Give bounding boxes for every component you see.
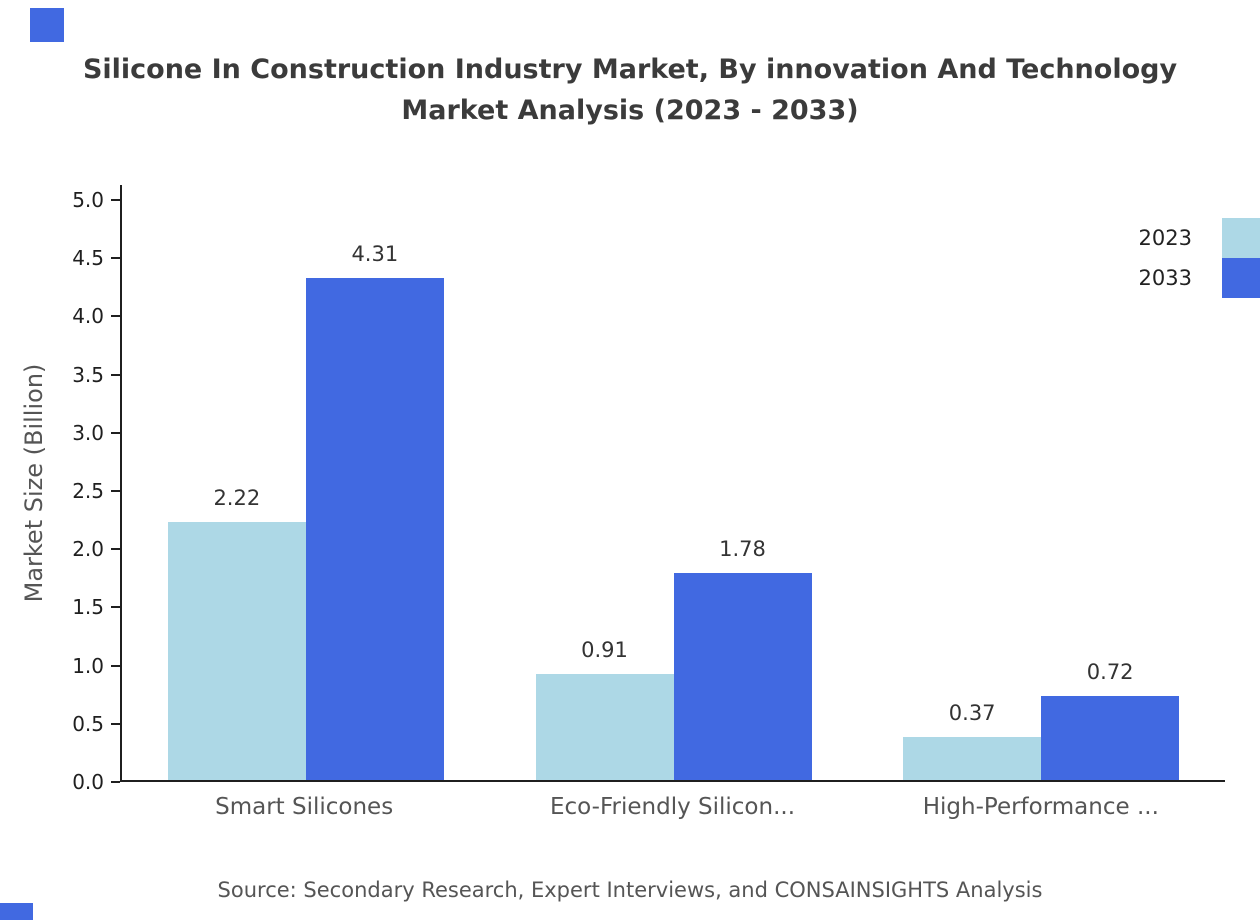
y-tick-label: 4.0	[72, 304, 104, 329]
y-tick-label: 0.0	[72, 770, 104, 794]
bar-group: 0.91 1.78	[490, 198, 858, 780]
chart-title: Silicone In Construction Industry Market…	[70, 50, 1190, 131]
y-tick-label: 0.5	[72, 711, 104, 736]
bar-2023: 0.91	[535, 638, 674, 780]
y-tick-label: 1.0	[72, 653, 104, 678]
decorative-corner-mark-top-left	[30, 8, 64, 42]
bar-2033: 1.78	[673, 537, 812, 780]
y-tick-label: 1.5	[72, 595, 104, 620]
legend-label: 2033	[1138, 266, 1192, 290]
bar-2033: 0.72	[1041, 660, 1180, 780]
y-tick-label: 2.5	[72, 479, 104, 503]
y-tick-mark	[111, 722, 120, 725]
x-category-label: High-Performance ...	[922, 794, 1159, 820]
y-tick-label: 2.0	[72, 537, 104, 562]
legend-item: 2023	[1139, 218, 1260, 258]
bar-value-label: 0.72	[1086, 660, 1134, 685]
x-category-label: Smart Silicones	[215, 794, 394, 820]
bar-value-label: 4.31	[351, 242, 399, 267]
y-tick-mark	[111, 373, 120, 376]
bar-2023: 2.22	[167, 486, 306, 780]
y-tick-mark	[111, 199, 120, 201]
x-axis-category-labels: Smart Silicones Eco-Friendly Silicon... Hi…	[120, 794, 1225, 820]
bar-2023: 0.37	[903, 701, 1042, 780]
bar-value-label: 0.91	[581, 638, 628, 663]
y-tick-mark	[111, 490, 120, 492]
y-tick-label: 3.0	[72, 420, 104, 445]
y-tick: 0.5	[72, 712, 120, 736]
y-tick-label: 5.0	[72, 188, 104, 212]
y-tick-mark	[111, 257, 120, 260]
y-tick-mark	[111, 781, 120, 783]
bar-group: 2.22 4.31	[122, 198, 490, 780]
decorative-corner-mark-bottom-left	[0, 903, 33, 920]
chart-title-line2: Market Analysis (2023 - 2033)	[401, 94, 859, 126]
y-tick: 2.5	[72, 479, 120, 503]
x-category-label: Eco-Friendly Silicon...	[549, 794, 795, 820]
y-tick-mark	[111, 664, 120, 667]
bar-2033: 4.31	[305, 242, 444, 780]
y-tick: 3.5	[72, 363, 120, 387]
legend-item: 2033	[1139, 258, 1260, 298]
bar-value-label: 2.22	[213, 485, 261, 510]
legend-swatch	[1222, 258, 1260, 298]
y-tick-mark	[111, 431, 120, 434]
chart-title-line1: Silicone In Construction Industry Market…	[82, 54, 1178, 85]
y-tick-label: 4.5	[72, 246, 104, 271]
y-tick-mark	[111, 315, 120, 318]
y-tick: 5.0	[72, 188, 120, 212]
y-tick: 3.0	[72, 421, 120, 445]
y-tick: 4.5	[72, 246, 120, 270]
bars-area: 2.22 4.31 0.91 1.78 0.37 0.72	[122, 198, 1225, 780]
bar-value-label: 1.78	[719, 536, 766, 561]
y-tick: 2.0	[72, 537, 120, 561]
y-tick-label: 3.5	[72, 362, 104, 387]
legend-swatch	[1222, 218, 1260, 258]
bar-group: 0.37 0.72	[857, 198, 1225, 780]
y-tick-mark	[111, 548, 120, 551]
y-tick: 0.0	[72, 770, 120, 794]
source-text: Source: Secondary Research, Expert Inter…	[217, 878, 1043, 902]
y-tick: 4.0	[72, 304, 120, 328]
y-axis-ticks: 0.0 0.5 1.0 1.5 2.0 2.5 3.0 3.5 4.0 4.5 5.0	[0, 188, 120, 794]
legend: 2023 2033	[1139, 218, 1260, 298]
legend-label: 2023	[1138, 226, 1192, 250]
y-tick-mark	[111, 606, 120, 609]
y-tick: 1.0	[72, 654, 120, 678]
plot-area: 2.22 4.31 0.91 1.78 0.37 0.72	[120, 185, 1225, 782]
y-tick: 1.5	[72, 595, 120, 619]
bar-value-label: 0.37	[948, 700, 996, 725]
